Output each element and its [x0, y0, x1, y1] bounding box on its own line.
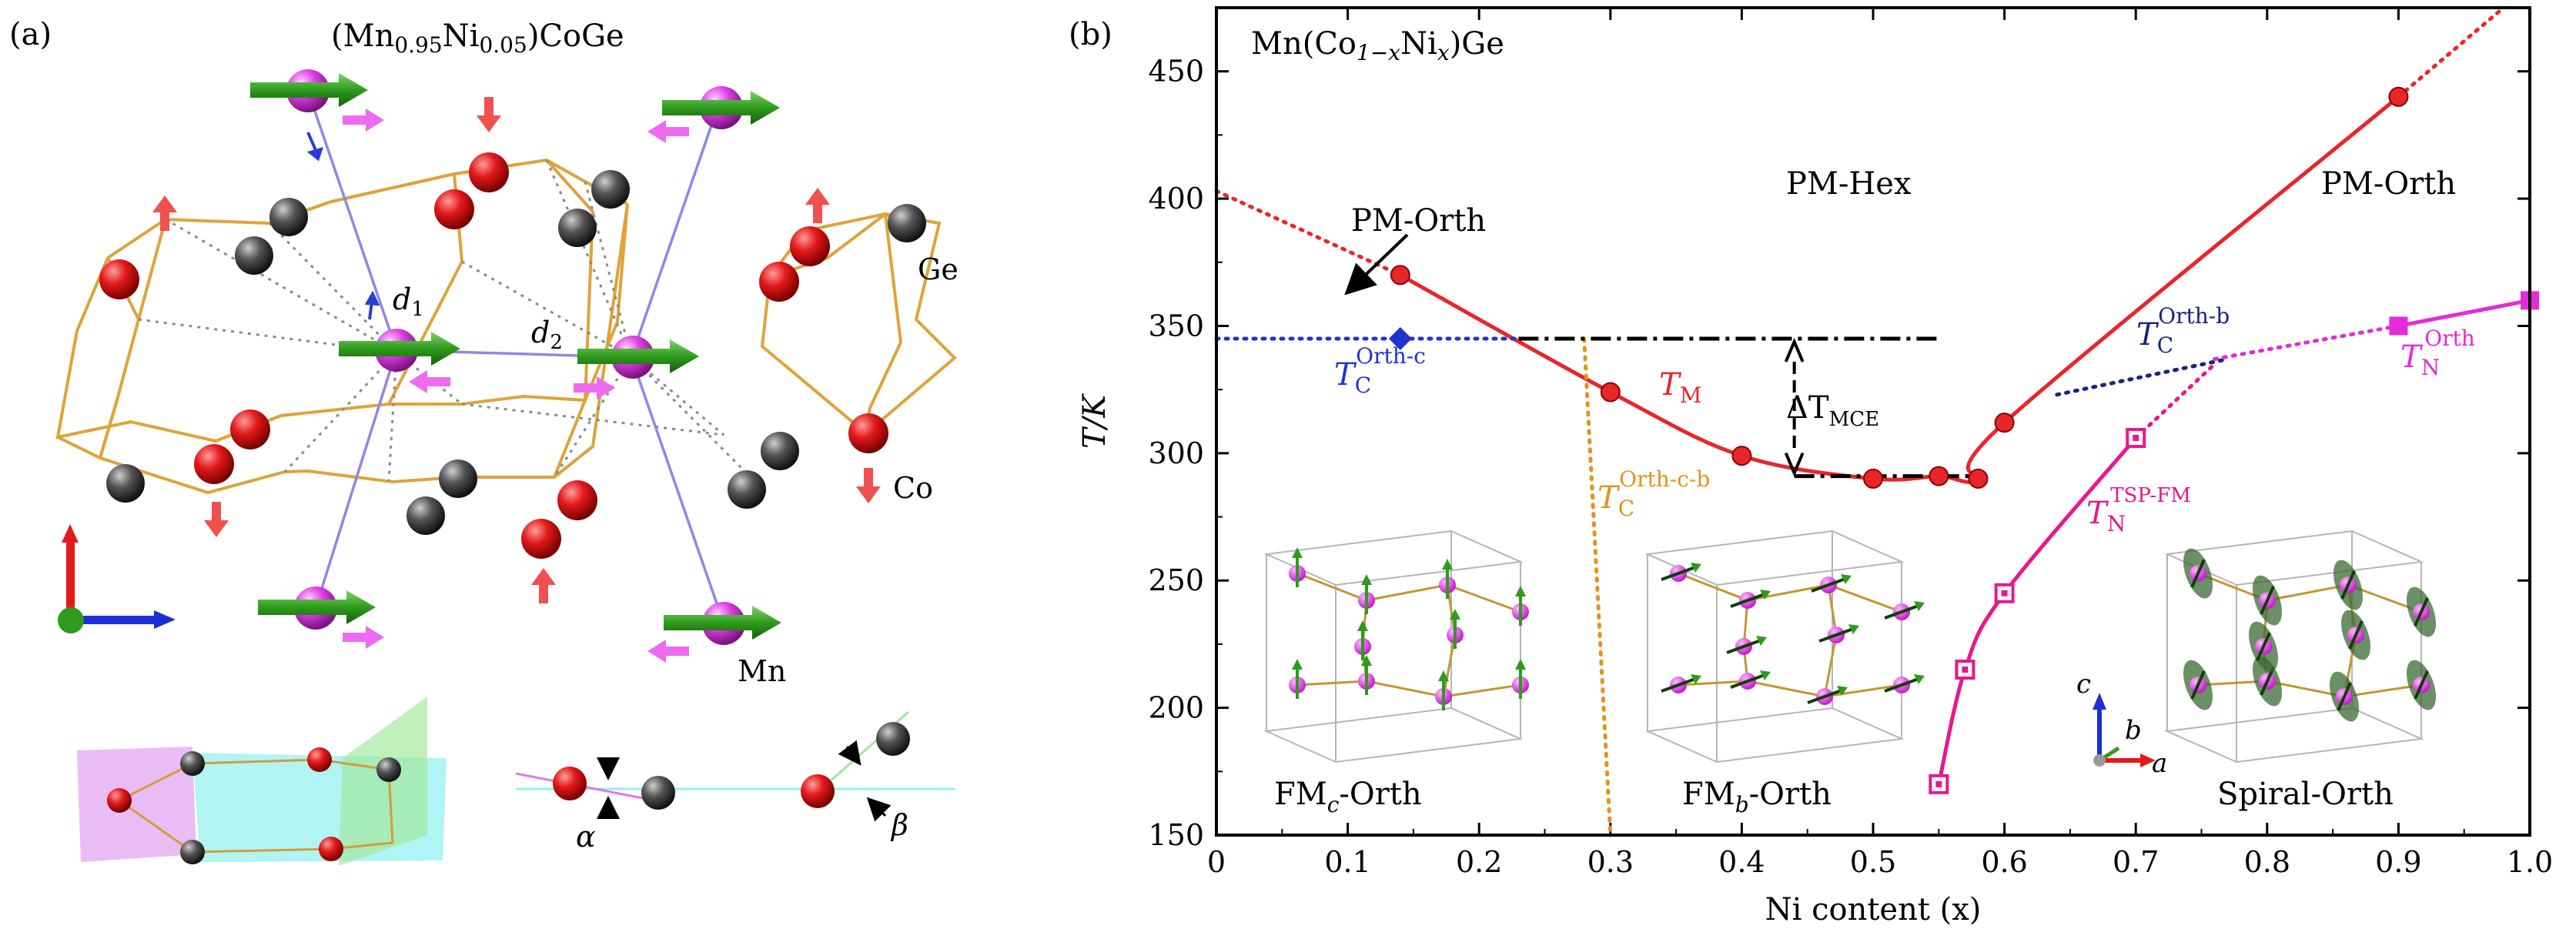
label-tc-orth-b: TCOrth-b [2136, 303, 2230, 358]
y-axis-label: T/K [1077, 393, 1112, 449]
x-tick-label: 0.1 [1324, 845, 1370, 879]
alpha-label: α [576, 820, 596, 854]
data-point [2389, 316, 2408, 336]
angle-illustration: α β [515, 710, 955, 854]
data-point [1929, 466, 1949, 486]
series-line-1 [1214, 189, 1403, 277]
panel-a-title: (Mn0.95Ni0.05)CoGe [331, 18, 624, 58]
co-atoms [99, 152, 888, 559]
x-tick-label: 1.0 [2507, 845, 2553, 879]
data-point [1968, 468, 1989, 489]
data-point-inner [2133, 435, 2139, 441]
x-tick-label: 0.4 [1718, 845, 1765, 879]
x-axis-label: Ni content (x) [1765, 892, 1982, 927]
label-tm: TM [1659, 367, 1701, 408]
data-point [1731, 446, 1752, 466]
label-tn-tsp: TNTSP-FM [2086, 484, 2191, 536]
data-point [2388, 86, 2409, 107]
pm-orth-pointer-arrow [1344, 233, 1409, 296]
series-line-2 [2396, 5, 2506, 99]
region-pm-orth-left: PM-Orth [1351, 203, 1486, 239]
panel-b-label: (b) [1069, 17, 1112, 52]
label-delta-t: ΔTMCE [1786, 390, 1879, 431]
svg-text:a: a [2152, 748, 2167, 779]
series-line-6 [2133, 362, 2217, 440]
series-line-9 [2213, 323, 2400, 361]
panel-a: (a) (Mn0.95Ni0.05)CoGe [9, 17, 958, 866]
region-pm-hex: PM-Hex [1786, 166, 1912, 202]
plane-illustration [77, 697, 447, 866]
data-point [1390, 265, 1410, 286]
data-point [1994, 413, 2015, 433]
d1-label: d1 [393, 282, 424, 321]
chart-annotations [1344, 233, 1805, 477]
series-line-0 [1399, 95, 2400, 484]
panel-b: (b) 0 0.1 0.2 0.3 0.4 0.5 0.6 0.7 0.8 0.9 1.0 150 20… [1069, 5, 2553, 927]
y-tick-label: 400 [1148, 182, 1204, 216]
beta-label: β [890, 808, 908, 842]
panel-a-label: (a) [9, 17, 52, 52]
series-line-7 [2055, 356, 2230, 397]
inset-fmb [1644, 530, 1925, 764]
x-tick-label: 0.2 [1456, 845, 1502, 879]
axis-triad-b: c b a [2076, 669, 2167, 779]
y-tick-label: 250 [1148, 563, 1204, 597]
x-tick-label: 0.5 [1850, 845, 1896, 879]
inset-label-fmc: FMc-Orth [1274, 777, 1422, 817]
series-line-4 [1582, 336, 1613, 837]
y-tick-label: 150 [1148, 818, 1204, 852]
co-arrows [152, 97, 881, 603]
x-tick-label: 0.7 [2113, 845, 2159, 879]
region-pm-orth-right: PM-Orth [2321, 166, 2456, 202]
x-tick-label: 0.9 [2375, 845, 2421, 879]
data-point [1388, 327, 1412, 350]
x-tick-label: 0.8 [2244, 845, 2290, 879]
magenta-arrows [343, 109, 689, 663]
data-point [1600, 382, 1621, 403]
mn-label: Mn [738, 654, 786, 688]
spin-arrows [250, 73, 781, 640]
mce-arrow-head-top [1784, 337, 1805, 363]
y-tick-label: 450 [1148, 55, 1204, 89]
ge-label: Ge [918, 252, 958, 286]
x-tick-label: 0.3 [1587, 845, 1634, 879]
inset-label-spiral: Spiral-Orth [2217, 777, 2394, 812]
d2-label: d2 [531, 316, 563, 354]
series-line-8 [2397, 298, 2531, 328]
plot-frame [1215, 6, 2531, 837]
inset-label-fmb: FMb-Orth [1682, 777, 1832, 817]
label-tc-orth-cb: TCOrth-c-b [1597, 466, 1710, 521]
y-tick-label: 200 [1148, 691, 1204, 725]
mce-arrow-head-bottom [1784, 452, 1805, 477]
data-point-inner [1962, 667, 1969, 673]
svg-text:c: c [2076, 669, 2091, 700]
label-tn-orth: TNOrth [2400, 326, 2475, 380]
label-tc-orth-c: TCOrth-c [1334, 343, 1426, 398]
chart-formula: Mn(Co1−xNix)Ge [1251, 26, 1504, 65]
series-line-5 [1936, 436, 2138, 785]
y-tick-label: 300 [1148, 436, 1204, 470]
inset-spiral [2164, 530, 2437, 764]
co-label: Co [893, 471, 933, 505]
dotted-bonds [138, 159, 748, 482]
data-point-inner [2001, 590, 2008, 596]
crystal-insets [1263, 530, 2437, 764]
x-tick-label: 0 [1207, 845, 1226, 879]
data-point-inner [1935, 780, 1942, 787]
inset-fmc [1263, 530, 1529, 764]
svg-text:b: b [2125, 715, 2142, 746]
axis-triad-a [58, 524, 176, 633]
x-tick-label: 0.6 [1981, 845, 2027, 879]
y-tick-label: 350 [1148, 309, 1204, 343]
data-point [1863, 468, 1883, 489]
small-blue-arrows [306, 132, 380, 320]
ge-atoms [106, 170, 926, 535]
